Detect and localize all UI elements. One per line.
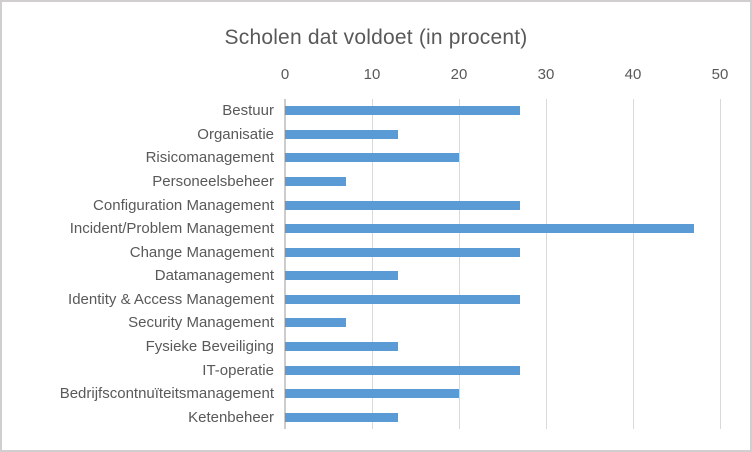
bar <box>285 389 459 399</box>
bar <box>285 294 520 304</box>
bar-track <box>285 311 750 335</box>
bar <box>285 106 520 116</box>
category-label: Change Management <box>129 243 274 261</box>
category-label: Identity & Access Management <box>68 290 274 308</box>
category-label: Security Management <box>128 314 274 332</box>
gridline <box>633 99 634 429</box>
category-label: Bedrijfscontnuïteitsmanagement <box>59 385 274 403</box>
x-axis-tick-label: 30 <box>537 66 555 83</box>
bar-track <box>285 217 750 241</box>
bar-rows: Bestuur Organisatie Risicomanagement Person… <box>2 99 750 430</box>
bar-row: Datamanagement <box>2 264 750 288</box>
bar-row: Change Management <box>2 240 750 264</box>
bar-track <box>285 240 750 264</box>
gridline <box>546 99 547 429</box>
bar-row: IT-operatie <box>2 358 750 382</box>
bar <box>285 129 399 139</box>
bar-row: Configuration Management <box>2 193 750 217</box>
bar-track <box>285 406 750 430</box>
bar-track <box>285 288 750 312</box>
bar-row: Ketenbeheer <box>2 406 750 430</box>
bar-track <box>285 170 750 194</box>
gridline <box>372 99 373 429</box>
bar <box>285 342 399 352</box>
category-label: Organisatie <box>197 125 274 143</box>
x-axis-tick-label: 50 <box>711 66 729 83</box>
bar-row: Incident/Problem Management <box>2 217 750 241</box>
category-label: Datamanagement <box>154 267 274 285</box>
category-label: IT-operatie <box>202 361 274 379</box>
category-label: Bestuur <box>222 102 274 120</box>
bar-row: Security Management <box>2 311 750 335</box>
x-axis-tick-label: 40 <box>624 66 642 83</box>
bar <box>285 200 520 210</box>
bar-row: Identity & Access Management <box>2 288 750 312</box>
y-axis-line <box>284 99 286 429</box>
bar-track <box>285 193 750 217</box>
category-label: Ketenbeheer <box>188 408 274 426</box>
x-axis-ticks: 0 10 20 30 40 50 <box>281 66 729 88</box>
bar <box>285 271 399 281</box>
bar-track <box>285 146 750 170</box>
x-axis-tick-label: 0 <box>280 66 290 83</box>
bar-track <box>285 382 750 406</box>
bar <box>285 177 346 187</box>
bar-row: Bestuur <box>2 99 750 123</box>
gridline <box>720 99 721 429</box>
bar <box>285 412 399 422</box>
category-label: Risicomanagement <box>145 149 274 167</box>
gridlines <box>285 99 721 429</box>
category-label: Incident/Problem Management <box>69 220 274 238</box>
bar <box>285 224 694 234</box>
bar-track <box>285 99 750 123</box>
gridline <box>459 99 460 429</box>
bar <box>285 318 346 328</box>
bar-track <box>285 264 750 288</box>
bar-track <box>285 123 750 147</box>
x-axis-tick-label: 10 <box>363 66 381 83</box>
bar-row: Personeelsbeheer <box>2 170 750 194</box>
category-label: Personeelsbeheer <box>152 173 274 191</box>
plot-area: Bestuur Organisatie Risicomanagement Person… <box>2 99 750 430</box>
bar <box>285 153 459 163</box>
category-label: Fysieke Beveiliging <box>145 338 274 356</box>
chart-title: Scholen dat voldoet (in procent) <box>224 26 528 49</box>
x-axis-tick-label: 20 <box>450 66 468 83</box>
bar <box>285 365 520 375</box>
bar-row: Bedrijfscontnuïteitsmanagement <box>2 382 750 406</box>
bar-row: Organisatie <box>2 123 750 147</box>
bar-row: Fysieke Beveiliging <box>2 335 750 359</box>
bar-track <box>285 335 750 359</box>
bar-track <box>285 358 750 382</box>
category-label: Configuration Management <box>93 196 274 214</box>
bar <box>285 247 520 257</box>
bar-row: Risicomanagement <box>2 146 750 170</box>
